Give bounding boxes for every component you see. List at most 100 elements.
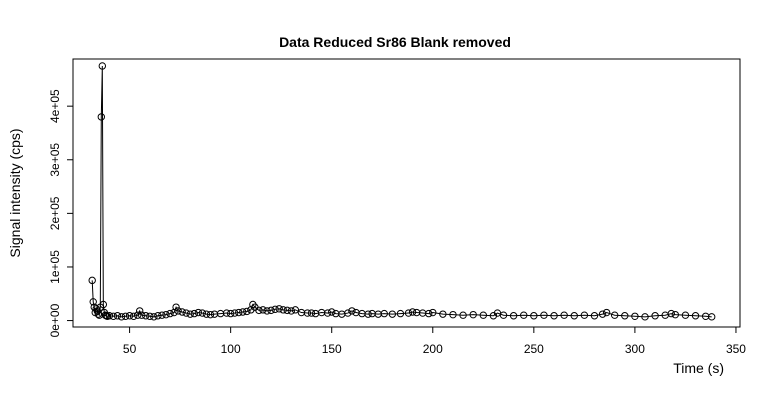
data-point [404,309,413,317]
x-tick-label: 200 [423,342,443,356]
data-point [610,311,619,319]
data-point [499,311,508,319]
x-tick-label: 300 [625,342,645,356]
data-point [275,305,283,313]
data-point [194,308,203,317]
data-point [231,309,239,317]
data-point [580,311,589,319]
data-point [708,313,716,321]
y-axis: 0e+00 1e+05 2e+05 3e+05 4e+05 [48,89,74,337]
data-point [681,311,690,319]
data-point [287,307,295,315]
data-point [198,309,207,317]
data-point [150,313,158,321]
data-point [380,309,388,318]
data-point [449,310,457,319]
data-point [146,312,154,320]
data-point [136,307,144,315]
data-point [590,312,599,320]
data-point [439,310,447,318]
data-point [667,309,675,318]
data-point [117,313,126,321]
data-point [109,312,118,320]
data-point [469,310,477,319]
data-point [121,312,130,320]
data-point [651,312,659,320]
chart-title: Data Reduced Sr86 Blank removed [279,34,511,50]
data-point [364,310,372,318]
x-tick-label: 150 [322,342,342,356]
data-point [279,306,287,314]
data-point [271,305,279,314]
x-tick-label: 250 [524,342,544,356]
data-point [479,311,488,319]
data-point [186,310,194,318]
y-axis-label: Signal intensity (cps) [7,128,23,257]
data-point [344,309,352,317]
data-point [570,312,578,320]
x-tick-label: 50 [123,342,137,356]
data-point [560,311,568,319]
data-point [178,308,186,316]
data-point [166,309,174,318]
data-point [174,307,182,315]
data-point [98,62,107,70]
data-point [172,303,180,311]
data-point [206,310,215,319]
data-point [530,312,538,320]
data-point [671,310,680,319]
data-point [142,312,150,320]
data-point [138,311,146,319]
y-tick-label: 2e+05 [48,196,62,230]
x-axis: 50 100 150 200 250 300 350 [123,326,746,356]
data-point [255,306,263,315]
data-point [243,307,251,316]
data-point [113,312,122,320]
data-point [425,309,433,318]
data-point [97,113,106,121]
data-point [348,307,356,315]
data-point [396,309,405,318]
data-point [105,312,114,320]
data-point [190,309,198,318]
x-tick-label: 350 [726,342,746,356]
data-point [602,308,611,317]
data-point [259,306,267,314]
series-path [91,65,712,318]
data-point [307,309,316,317]
data-point [263,307,271,315]
y-tick-label: 0e+00 [48,303,62,337]
data-point [641,313,649,321]
data-point [303,309,312,317]
data-point [540,311,548,319]
data-point [598,310,607,318]
data-point [88,276,96,285]
y-tick-label: 1e+05 [48,250,62,284]
data-point [125,312,134,320]
data-point [222,309,231,317]
data-point [328,308,336,316]
data-point [291,306,300,314]
x-axis-label: Time (s) [673,360,724,376]
data-point [509,312,518,320]
data-point [323,309,332,317]
data-point [283,306,291,315]
data-point [621,312,629,320]
data-point [459,311,467,319]
data-point [226,309,235,318]
data-point [89,298,97,306]
data-point [267,306,275,315]
data-point [154,312,162,320]
data-point [388,310,397,318]
data-points [88,62,716,321]
data-point [691,312,700,320]
data-point [429,308,437,317]
data-point [182,309,190,317]
plot-box [72,58,741,328]
y-tick-label: 3e+05 [48,143,62,177]
data-point [408,308,417,316]
data-point [158,311,166,319]
data-point [162,310,170,319]
data-point [239,308,247,316]
